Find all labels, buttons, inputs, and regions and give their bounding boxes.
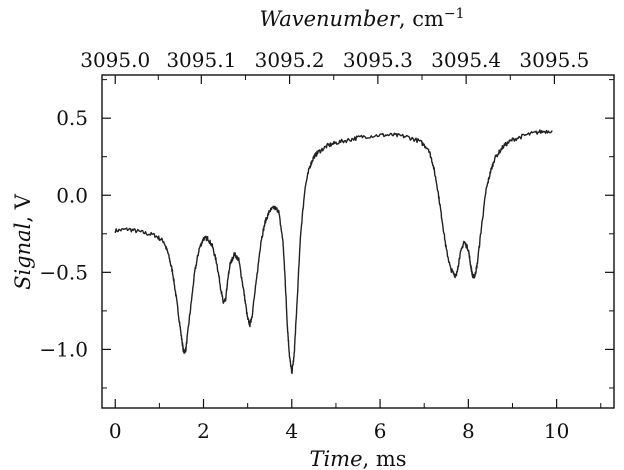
y-axis-title: Signal, V: [11, 193, 35, 290]
x-tick-label: 2: [197, 419, 210, 443]
y-tick-label: −0.5: [39, 260, 88, 284]
x-tick-label: 4: [285, 419, 298, 443]
top-axis-title: Wavenumber, cm−1: [259, 6, 464, 31]
x-axis-title-rest: , ms: [363, 447, 407, 470]
bottom-tick-labels: 0 2 4 6 8 10: [109, 419, 569, 443]
top-axis-title-italic: Wavenumber: [259, 7, 400, 31]
x2-tick-label: 3095.3: [343, 48, 413, 72]
axis-ticks: [102, 75, 614, 408]
x2-tick-label: 3095.2: [255, 48, 325, 72]
x-tick-label: 0: [109, 419, 122, 443]
y-tick-label: 0.5: [56, 106, 88, 130]
x-tick-label: 8: [462, 419, 475, 443]
x-axis-title-italic: Time: [309, 447, 362, 470]
signal-series-line: [115, 130, 552, 373]
top-tick-labels: 3095.0 3095.1 3095.2 3095.3 3095.4 3095.5: [80, 48, 589, 72]
x-tick-label: 10: [544, 419, 569, 443]
plot-frame: [102, 75, 614, 408]
top-axis-title-rest: , cm: [399, 7, 444, 31]
x2-tick-label: 3095.4: [431, 48, 501, 72]
y-tick-label: 0.0: [56, 183, 88, 207]
y-axis-title-rest: , V: [11, 193, 35, 222]
y-tick-label: −1.0: [39, 337, 88, 361]
x2-tick-label: 3095.0: [80, 48, 150, 72]
x-tick-label: 6: [374, 419, 387, 443]
x2-tick-label: 3095.1: [166, 48, 236, 72]
y-axis-title-italic: Signal: [11, 223, 35, 290]
top-axis-title-sup: −1: [444, 6, 465, 22]
left-tick-labels: 0.5 0.0 −0.5 −1.0: [39, 106, 88, 361]
x2-tick-label: 3095.5: [519, 48, 589, 72]
x-axis-title: Time, ms: [309, 447, 406, 470]
